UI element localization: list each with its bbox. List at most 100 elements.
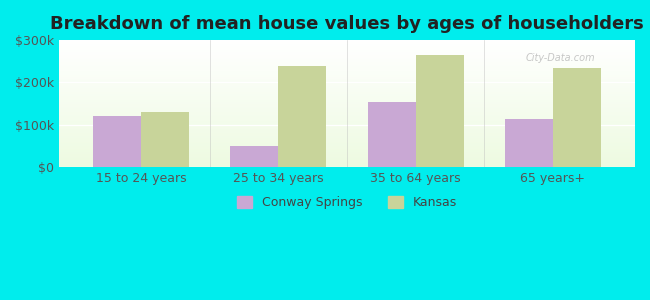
Bar (59, 94, 635, 95)
Bar (59, 133, 635, 134)
Bar (59, 155, 635, 156)
Bar (59, 87, 635, 88)
Bar (59, 73, 635, 74)
Bar (59, 102, 635, 103)
Bar (59, 52, 635, 53)
Bar (59, 153, 635, 154)
Bar (59, 78, 635, 79)
Bar (59, 157, 635, 158)
Bar (59, 67, 635, 68)
Bar (59, 154, 635, 155)
Bar (504, 118, 552, 167)
Bar (59, 91, 635, 92)
Bar (59, 86, 635, 87)
Bar (552, 68, 601, 167)
Bar (59, 56, 635, 57)
Bar (59, 42, 635, 43)
Bar (59, 158, 635, 159)
Bar (59, 75, 635, 76)
Bar (59, 156, 635, 157)
Text: City-Data.com: City-Data.com (526, 53, 595, 63)
Bar (59, 70, 635, 71)
Bar (59, 40, 635, 41)
Bar (59, 128, 635, 129)
Bar (59, 77, 635, 78)
Bar (59, 146, 635, 147)
Title: Breakdown of mean house values by ages of householders: Breakdown of mean house values by ages o… (50, 15, 644, 33)
Bar (59, 89, 635, 90)
Bar (59, 90, 635, 91)
Bar (59, 65, 635, 66)
Bar (59, 136, 635, 137)
Bar (59, 110, 635, 111)
Bar (59, 41, 635, 42)
Bar (59, 114, 635, 115)
Bar (59, 74, 635, 75)
Bar (59, 116, 635, 117)
Bar (59, 122, 635, 123)
Bar (59, 166, 635, 167)
Bar (59, 129, 635, 130)
Bar (59, 107, 635, 108)
Bar (59, 96, 635, 97)
Bar (59, 44, 635, 45)
Bar (59, 85, 635, 86)
Bar (59, 149, 635, 150)
Bar (59, 46, 635, 47)
Bar (59, 163, 635, 164)
Bar (59, 99, 635, 100)
Bar (59, 82, 635, 83)
Bar (59, 81, 635, 82)
Bar (59, 49, 635, 50)
Bar (59, 113, 635, 114)
Bar (59, 148, 635, 149)
Bar (59, 69, 635, 70)
Bar (59, 80, 635, 81)
Bar (59, 101, 635, 102)
Bar (59, 63, 635, 64)
Bar (59, 125, 635, 126)
Bar (93, 116, 141, 167)
Bar (59, 79, 635, 80)
Bar (59, 47, 635, 48)
Bar (59, 53, 635, 54)
Bar (59, 117, 635, 118)
Bar (59, 165, 635, 166)
Bar (59, 59, 635, 60)
Bar (59, 159, 635, 160)
Bar (59, 151, 635, 152)
Bar (59, 123, 635, 124)
Bar (59, 141, 635, 142)
Bar (59, 162, 635, 163)
Bar (59, 127, 635, 128)
Bar (59, 93, 635, 94)
Bar (59, 60, 635, 61)
Bar (59, 105, 635, 106)
Bar (59, 147, 635, 148)
Bar (59, 103, 635, 104)
Bar (59, 121, 635, 122)
Bar (59, 139, 635, 140)
Bar (59, 143, 635, 144)
Bar (59, 95, 635, 96)
Bar (59, 68, 635, 69)
Bar (141, 112, 189, 167)
Bar (59, 137, 635, 138)
Bar (59, 50, 635, 51)
Bar (59, 104, 635, 105)
Bar (59, 84, 635, 85)
Bar (59, 142, 635, 143)
Bar (59, 111, 635, 112)
Bar (59, 144, 635, 145)
Bar (59, 164, 635, 165)
Bar (59, 135, 635, 136)
Bar (59, 61, 635, 62)
Bar (59, 131, 635, 132)
Bar (59, 64, 635, 65)
Bar (59, 126, 635, 127)
Bar (59, 45, 635, 46)
Bar (59, 97, 635, 98)
Bar (59, 100, 635, 101)
Bar (59, 161, 635, 162)
Bar (59, 140, 635, 141)
